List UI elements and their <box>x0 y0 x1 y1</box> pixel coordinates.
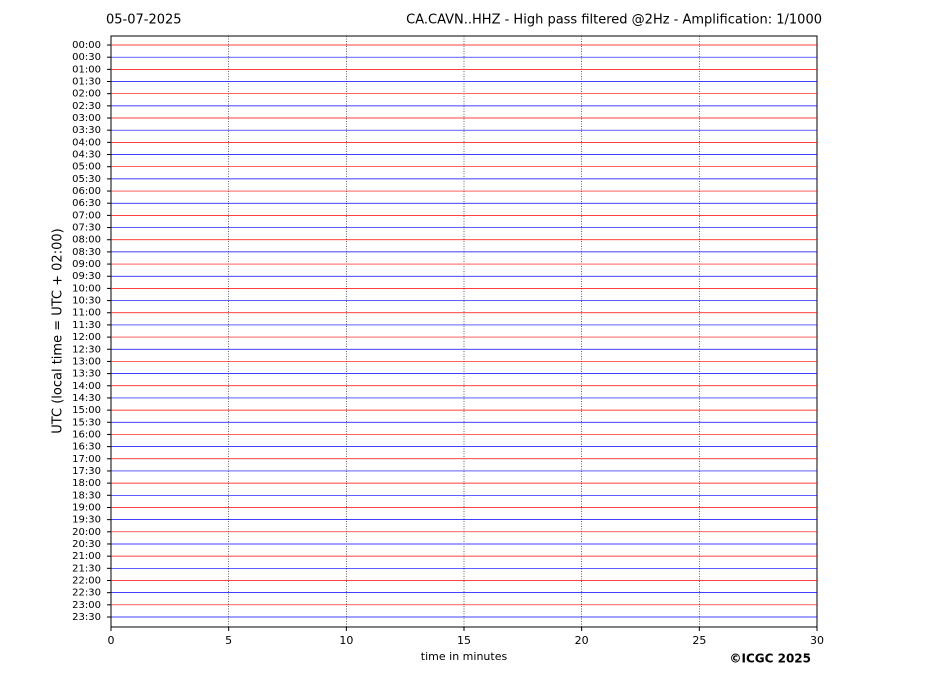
copyright: ©ICGC 2025 <box>729 652 811 666</box>
y-tick-label: 07:00 <box>72 210 101 221</box>
y-tick-label: 15:00 <box>72 405 101 416</box>
y-tick-label: 18:30 <box>72 490 101 501</box>
y-axis-label: UTC (local time = UTC + 02:00) <box>51 228 66 433</box>
y-tick-label: 14:00 <box>72 381 101 392</box>
y-tick-label: 01:00 <box>72 64 101 75</box>
y-tick-label: 04:30 <box>72 150 101 161</box>
y-tick-label: 20:00 <box>72 527 101 538</box>
y-tick-label: 00:00 <box>72 40 101 51</box>
y-tick-label: 11:30 <box>72 320 101 331</box>
x-tick-label: 0 <box>108 634 115 647</box>
y-tick-label: 06:30 <box>72 198 101 209</box>
y-tick-label: 19:30 <box>72 515 101 526</box>
x-axis-label: time in minutes <box>421 650 508 663</box>
y-tick-label: 05:00 <box>72 162 101 173</box>
y-tick-label: 19:00 <box>72 502 101 513</box>
y-tick-label: 08:30 <box>72 247 101 258</box>
x-tick-label: 10 <box>339 634 353 647</box>
y-tick-label: 03:30 <box>72 125 101 136</box>
y-tick-label: 15:30 <box>72 417 101 428</box>
y-tick-label: 03:00 <box>72 113 101 124</box>
y-tick-label: 21:30 <box>72 563 101 574</box>
y-tick-label: 17:30 <box>72 466 101 477</box>
y-tick-label: 02:00 <box>72 89 101 100</box>
y-tick-label: 04:00 <box>72 137 101 148</box>
y-tick-label: 22:30 <box>72 588 101 599</box>
y-tick-label: 22:00 <box>72 575 101 586</box>
y-tick-label: 16:00 <box>72 429 101 440</box>
y-tick-label: 14:30 <box>72 393 101 404</box>
x-tick-label: 25 <box>692 634 706 647</box>
y-tick-label: 13:00 <box>72 356 101 367</box>
y-tick-label: 07:30 <box>72 223 101 234</box>
y-tick-label: 20:30 <box>72 539 101 550</box>
y-tick-label: 09:30 <box>72 271 101 282</box>
y-tick-label: 00:30 <box>72 52 101 63</box>
y-tick-label: 13:30 <box>72 369 101 380</box>
y-tick-label: 01:30 <box>72 77 101 88</box>
y-tick-label: 11:00 <box>72 308 101 319</box>
y-tick-label: 06:00 <box>72 186 101 197</box>
date: 05-07-2025 <box>106 13 182 28</box>
y-tick-label: 12:00 <box>72 332 101 343</box>
x-tick-label: 20 <box>575 634 589 647</box>
x-tick-label: 15 <box>457 634 471 647</box>
y-tick-label: 12:30 <box>72 344 101 355</box>
y-tick-label: 21:00 <box>72 551 101 562</box>
y-tick-label: 10:30 <box>72 296 101 307</box>
y-tick-label: 17:00 <box>72 454 101 465</box>
y-tick-label: 23:30 <box>72 612 101 623</box>
y-tick-label: 02:30 <box>72 101 101 112</box>
y-tick-label: 05:30 <box>72 174 101 185</box>
x-tick-label: 5 <box>225 634 232 647</box>
y-tick-label: 10:00 <box>72 283 101 294</box>
y-tick-label: 08:00 <box>72 235 101 246</box>
y-tick-label: 18:00 <box>72 478 101 489</box>
y-tick-label: 23:00 <box>72 600 101 611</box>
y-tick-label: 09:00 <box>72 259 101 270</box>
x-tick-label: 30 <box>810 634 824 647</box>
chart-title: CA.CAVN..HHZ - High pass filtered @2Hz -… <box>406 13 822 28</box>
y-tick-label: 16:30 <box>72 442 101 453</box>
